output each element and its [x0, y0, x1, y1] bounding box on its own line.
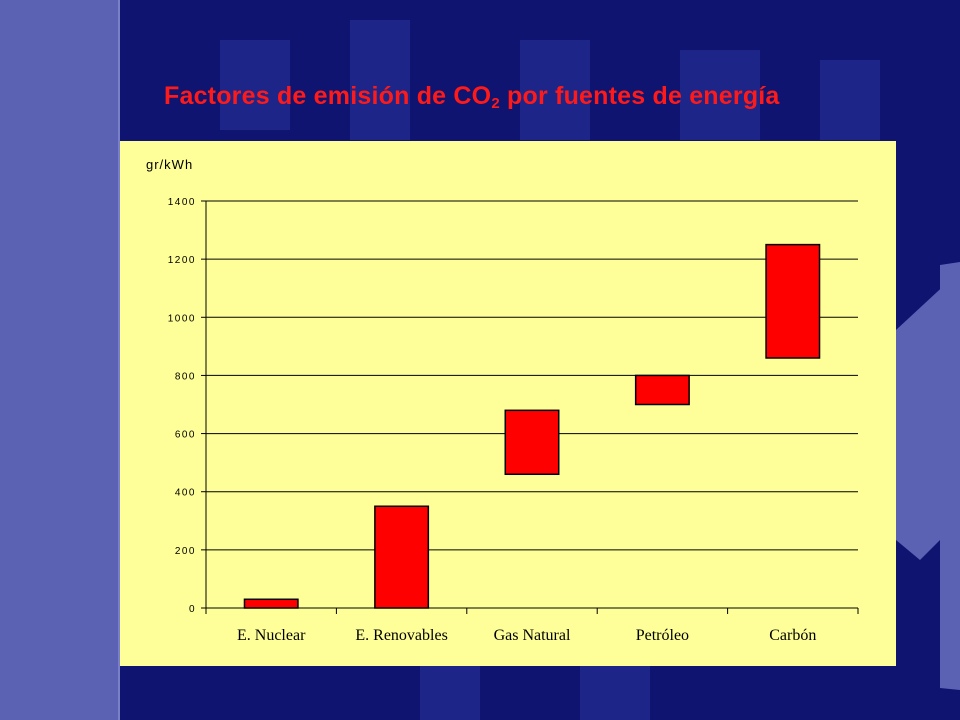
chart-panel: gr/kWh 0 200 400 600 800 1000 1200 1400 E. Nucle…	[120, 141, 896, 666]
y-tick-label: 1400	[168, 197, 196, 208]
y-tick-label: 1000	[168, 313, 196, 324]
range-bar	[374, 505, 430, 609]
x-category-label: Petróleo	[636, 627, 689, 644]
x-category-label: Carbón	[769, 627, 816, 644]
gear-tooth-shape	[520, 40, 590, 140]
y-axis-unit-label: gr/kWh	[146, 157, 194, 172]
title-main-text: Factores de emisión de CO	[164, 82, 492, 110]
range-bar	[504, 409, 560, 476]
y-tick-label: 600	[175, 430, 196, 441]
gear-tooth-shape	[680, 50, 760, 140]
y-tick-label: 1200	[168, 255, 196, 266]
range-bar	[765, 243, 821, 359]
y-tick-label: 800	[175, 371, 196, 382]
bar-chart: 0 200 400 600 800 1000 1200 1400 E. Nuclear E. Re…	[168, 197, 859, 644]
title-subscript: 2	[491, 95, 500, 112]
y-tick-label: 400	[175, 488, 196, 499]
gear-edge-shape	[896, 280, 960, 560]
gear-tooth-shape	[350, 20, 410, 140]
y-tick-label: 200	[175, 546, 196, 557]
gear-tooth-shape	[420, 660, 480, 720]
range-bar	[634, 374, 690, 406]
range-bar	[243, 598, 299, 609]
title-tail-text: por fuentes de energía	[499, 82, 780, 110]
y-tick-label: 0	[189, 604, 196, 615]
slide-title: Factores de emisión de CO2 por fuentes d…	[164, 82, 780, 112]
gear-tooth-shape	[580, 660, 650, 720]
x-category-label: E. Renovables	[355, 627, 447, 644]
x-category-label: E. Nuclear	[237, 627, 306, 644]
x-category-label: Gas Natural	[494, 627, 571, 644]
gear-tooth-shape	[820, 60, 880, 140]
gear-background-decoration	[220, 20, 960, 720]
gear-tooth-shape	[220, 40, 290, 130]
left-decor-band	[0, 0, 120, 720]
